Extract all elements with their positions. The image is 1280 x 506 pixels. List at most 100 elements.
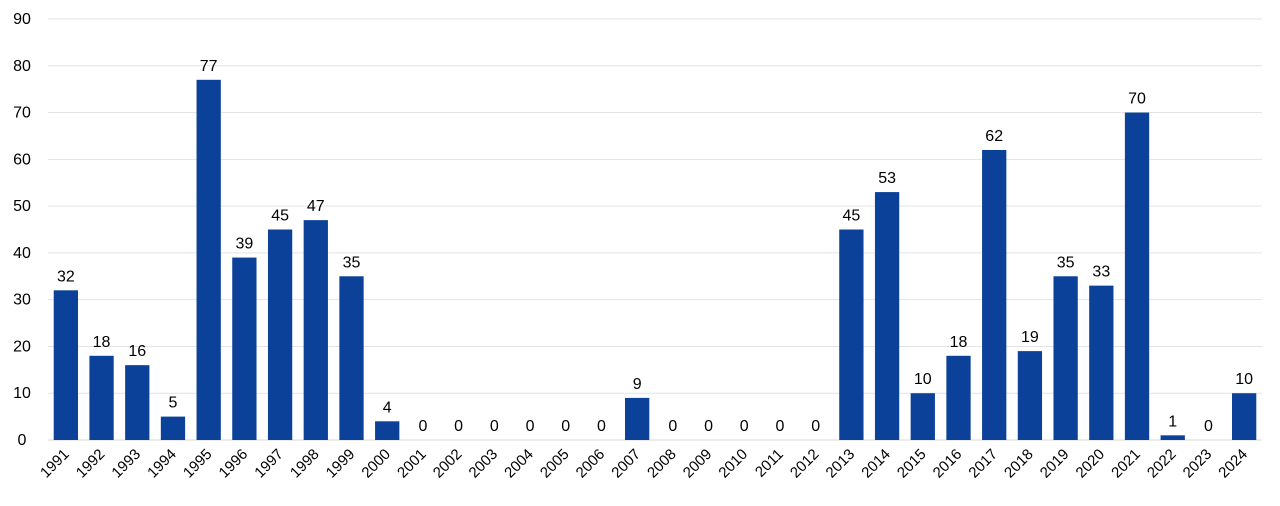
bar-1996 bbox=[232, 257, 257, 440]
x-tick-label: 2013 bbox=[823, 446, 859, 482]
x-tick-label: 2004 bbox=[501, 446, 537, 482]
data-label: 33 bbox=[1092, 264, 1110, 281]
data-label: 5 bbox=[169, 395, 178, 412]
x-tick-label: 2019 bbox=[1037, 446, 1073, 482]
bar-1994 bbox=[160, 416, 186, 440]
bar-2022 bbox=[1160, 435, 1185, 440]
x-tick-label: 1997 bbox=[251, 446, 287, 482]
x-tick-label: 1991 bbox=[37, 446, 73, 482]
bar-1992 bbox=[89, 355, 114, 440]
x-tick-label: 2011 bbox=[752, 446, 787, 481]
data-label: 70 bbox=[1128, 91, 1146, 108]
x-tick-label: 2006 bbox=[573, 446, 609, 482]
x-tick-label: 2000 bbox=[358, 446, 394, 482]
data-label: 0 bbox=[740, 418, 749, 435]
data-label: 0 bbox=[490, 418, 499, 435]
data-label: 0 bbox=[561, 418, 570, 435]
bar-2020 bbox=[1089, 285, 1114, 440]
bar-2018 bbox=[1017, 351, 1043, 440]
data-label: 45 bbox=[842, 208, 860, 225]
y-tick-label: 80 bbox=[13, 58, 31, 75]
data-label: 4 bbox=[383, 399, 392, 416]
x-tick-label: 2005 bbox=[537, 446, 573, 482]
data-label: 18 bbox=[93, 334, 111, 351]
bar-2019 bbox=[1053, 276, 1078, 440]
data-label: 0 bbox=[811, 418, 820, 435]
x-tick-label: 2018 bbox=[1001, 446, 1037, 482]
data-label: 0 bbox=[776, 418, 785, 435]
bar-2014 bbox=[874, 192, 900, 440]
data-label: 0 bbox=[668, 418, 677, 435]
bar-1999 bbox=[339, 276, 364, 440]
data-label: 35 bbox=[343, 254, 361, 271]
bar-2016 bbox=[946, 355, 971, 440]
bars bbox=[53, 79, 1257, 441]
data-label: 10 bbox=[914, 371, 932, 388]
x-tick-label: 2010 bbox=[715, 446, 751, 482]
data-label: 0 bbox=[1204, 418, 1213, 435]
x-tick-label: 2001 bbox=[394, 446, 430, 482]
data-label: 53 bbox=[878, 170, 896, 187]
data-label: 1 bbox=[1168, 413, 1177, 430]
data-label: 19 bbox=[1021, 329, 1039, 346]
x-tick-label: 2017 bbox=[965, 446, 1001, 482]
x-tick-label: 1999 bbox=[323, 446, 359, 482]
gridlines bbox=[48, 18, 1262, 441]
data-label: 35 bbox=[1057, 254, 1075, 271]
y-tick-label: 90 bbox=[13, 11, 31, 28]
data-label: 16 bbox=[128, 343, 146, 360]
y-tick-label: 50 bbox=[13, 198, 31, 215]
y-tick-label: 70 bbox=[13, 105, 31, 122]
data-label: 18 bbox=[950, 334, 968, 351]
y-tick-label: 20 bbox=[13, 338, 31, 355]
bar-1993 bbox=[125, 365, 150, 440]
x-tick-label: 2009 bbox=[680, 446, 716, 482]
bar-1995 bbox=[196, 79, 221, 441]
y-tick-label: 10 bbox=[13, 385, 31, 402]
data-label: 62 bbox=[985, 128, 1003, 145]
x-tick-label: 2008 bbox=[644, 446, 680, 482]
x-tick-label: 2024 bbox=[1215, 446, 1251, 482]
bar-1991 bbox=[53, 290, 78, 440]
x-tick-label: 2022 bbox=[1144, 446, 1180, 482]
x-tick-label: 1994 bbox=[144, 446, 180, 482]
bar-2000 bbox=[375, 421, 400, 440]
bar-2007 bbox=[625, 397, 650, 440]
x-tick-label: 2016 bbox=[930, 446, 966, 482]
data-label: 9 bbox=[633, 376, 642, 393]
x-tick-label: 2015 bbox=[894, 446, 930, 482]
x-axis-ticks: 1991 1992 1993 1994 1995 1996 1997 1998 1999 2000… bbox=[37, 446, 1251, 482]
data-label: 45 bbox=[271, 208, 289, 225]
x-tick-label: 2014 bbox=[858, 446, 894, 482]
x-tick-label: 2003 bbox=[466, 446, 502, 482]
x-tick-label: 2021 bbox=[1108, 446, 1144, 482]
bar-2017 bbox=[982, 149, 1007, 440]
y-tick-label: 0 bbox=[18, 432, 27, 449]
data-label: 0 bbox=[454, 418, 463, 435]
bar-1998 bbox=[303, 220, 328, 440]
x-tick-label: 1998 bbox=[287, 446, 323, 482]
x-tick-label: 2012 bbox=[787, 446, 823, 482]
data-label: 32 bbox=[57, 268, 75, 285]
x-tick-label: 2023 bbox=[1180, 446, 1216, 482]
y-tick-label: 60 bbox=[13, 151, 31, 168]
data-label: 0 bbox=[597, 418, 606, 435]
bar-2024 bbox=[1232, 393, 1257, 440]
bar-2013 bbox=[839, 229, 864, 440]
data-label: 77 bbox=[200, 58, 218, 75]
bar-2015 bbox=[910, 393, 935, 440]
y-tick-label: 30 bbox=[13, 292, 31, 309]
data-label: 0 bbox=[526, 418, 535, 435]
bar-2021 bbox=[1124, 112, 1150, 441]
y-tick-label: 40 bbox=[13, 245, 31, 262]
y-axis-ticks: 0 10 20 30 40 50 60 70 80 90 bbox=[13, 11, 31, 449]
x-tick-label: 2002 bbox=[430, 446, 466, 482]
data-label: 47 bbox=[307, 198, 325, 215]
x-tick-label: 2007 bbox=[608, 446, 644, 482]
x-tick-label: 1996 bbox=[216, 446, 252, 482]
x-tick-label: 1992 bbox=[73, 446, 109, 482]
x-tick-label: 2020 bbox=[1073, 446, 1109, 482]
data-label: 0 bbox=[418, 418, 427, 435]
